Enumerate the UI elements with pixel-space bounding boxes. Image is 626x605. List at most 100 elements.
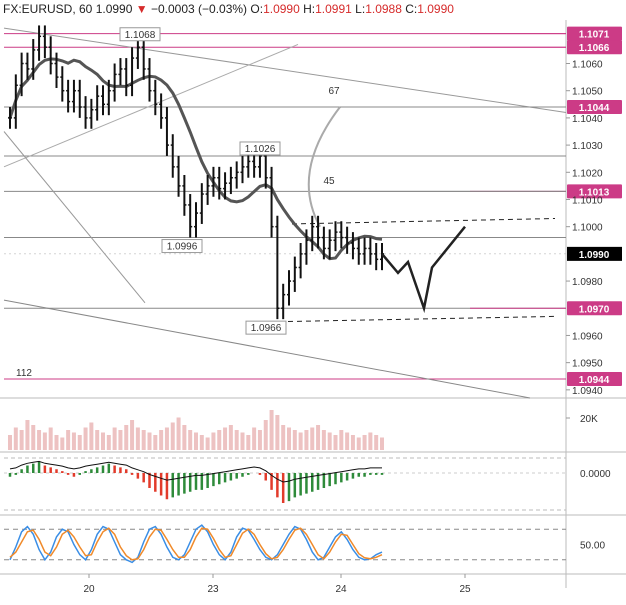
level-tag (567, 301, 622, 316)
volume-bar (292, 430, 297, 450)
volume-bar (194, 432, 198, 450)
price-callout-box (239, 141, 281, 156)
low-value: 1.0988 (365, 2, 402, 16)
level-tag-text: 1.1066 (579, 43, 610, 54)
volume-bar (71, 432, 76, 450)
volume-bar (339, 430, 344, 450)
level-tag-text: 1.1013 (579, 187, 610, 198)
volume-bar (60, 437, 65, 450)
volume-bar (176, 417, 181, 450)
projection-path (381, 225, 466, 314)
volume-bar (141, 430, 146, 450)
level-tag (567, 100, 622, 115)
volume-bar (182, 425, 187, 450)
annotation-label: 45 (323, 176, 335, 187)
volume-bar (333, 435, 338, 450)
volume-bar (112, 427, 117, 450)
volume-bar (304, 430, 309, 450)
down-arrow-icon: ▼ (135, 2, 148, 16)
last-price-label: 1.0990 (95, 2, 133, 16)
dashed-support (269, 315, 556, 323)
level-tag-text: 1.1071 (579, 30, 610, 41)
volume-bar (228, 425, 233, 450)
macd-panel: 0.0000 (4, 457, 611, 511)
volume-bar (25, 420, 30, 450)
volume-bar (124, 425, 129, 450)
volume-bar (368, 432, 373, 450)
price-labels: 1.1068 1.1026 1.0996 1.0966 67 45 112 (16, 27, 340, 379)
level-tag-text: 1.0970 (579, 304, 610, 315)
last-price-tag (567, 246, 622, 261)
symbol-label: FX:EURUSD, 60 (3, 2, 93, 16)
close-label: C: (405, 2, 418, 16)
volume-bar (345, 432, 350, 450)
volume-bar (19, 430, 24, 450)
volume-bar (95, 430, 100, 450)
y-tick-label: 1.1030 (572, 141, 603, 152)
close-value: 1.0990 (417, 2, 454, 16)
price-callout: 1.1068 (125, 30, 156, 41)
price-callout: 1.0996 (167, 242, 198, 253)
moving-average-line (8, 57, 383, 261)
trend-line-falling (3, 131, 146, 304)
change-label: −0.0003 (−0.03%) (150, 2, 248, 16)
volume-bar (37, 430, 42, 450)
level-tag (567, 26, 622, 41)
volume-bar (350, 435, 355, 450)
x-tick-label: 20 (83, 584, 95, 595)
trend-line-lower (3, 299, 531, 399)
volume-bar (257, 430, 262, 450)
volume-bar (135, 427, 140, 450)
volume-bar (89, 422, 94, 450)
level-tag (567, 40, 622, 55)
y-tick-label: 1.0940 (572, 386, 603, 397)
volume-bar (327, 432, 332, 450)
trend-line-rising (3, 44, 299, 168)
y-tick-label: 1.1050 (572, 87, 603, 98)
volume-bar (362, 435, 367, 450)
volume-bar (199, 435, 204, 450)
price-bars (8, 25, 384, 320)
volume-bar (234, 430, 239, 450)
y-tick-label: 1.0950 (572, 359, 603, 370)
volume-bar (42, 432, 47, 450)
high-value: 1.0991 (315, 2, 352, 16)
open-value: 1.0990 (263, 2, 300, 16)
volume-bar (374, 435, 379, 450)
volume-bar (240, 432, 245, 450)
stoch-k-line (9, 524, 383, 564)
volume-bar (275, 415, 280, 450)
volume-bar (310, 427, 315, 450)
volume-bar (281, 425, 286, 450)
volume-bar (159, 430, 164, 450)
price-callout-box (161, 239, 203, 254)
volume-bar (130, 420, 135, 450)
volume-bar (298, 432, 303, 450)
fib-arc (307, 106, 341, 228)
level-tag-text: 1.0944 (579, 375, 610, 386)
stochastic-panel: 50.00 (4, 524, 605, 564)
y-tick-label: 1.1020 (572, 168, 603, 179)
price-callout: 1.1026 (245, 144, 276, 155)
annotation-label: 112 (16, 368, 32, 379)
trend-lines (3, 27, 567, 399)
volume-bar (246, 435, 251, 450)
y-tick-label: 1.1010 (572, 195, 603, 206)
last-price-tag-text: 1.0990 (579, 250, 610, 261)
moving-average (8, 57, 383, 261)
volume-bar (106, 435, 111, 450)
price-callout: 1.0966 (251, 323, 282, 334)
x-tick-label: 25 (459, 584, 471, 595)
volume-bar (31, 425, 36, 450)
y-tick-label: 1.0980 (572, 277, 603, 288)
volume-panel: 20K (8, 410, 598, 450)
y-tick-label: 1.0960 (572, 331, 603, 342)
volume-bar (316, 425, 321, 450)
volume-bar (263, 420, 268, 450)
price-callout-box (245, 320, 287, 335)
volume-bar (188, 430, 193, 450)
level-tag (567, 184, 622, 199)
low-label: L: (355, 2, 366, 16)
volume-bar (356, 437, 361, 450)
